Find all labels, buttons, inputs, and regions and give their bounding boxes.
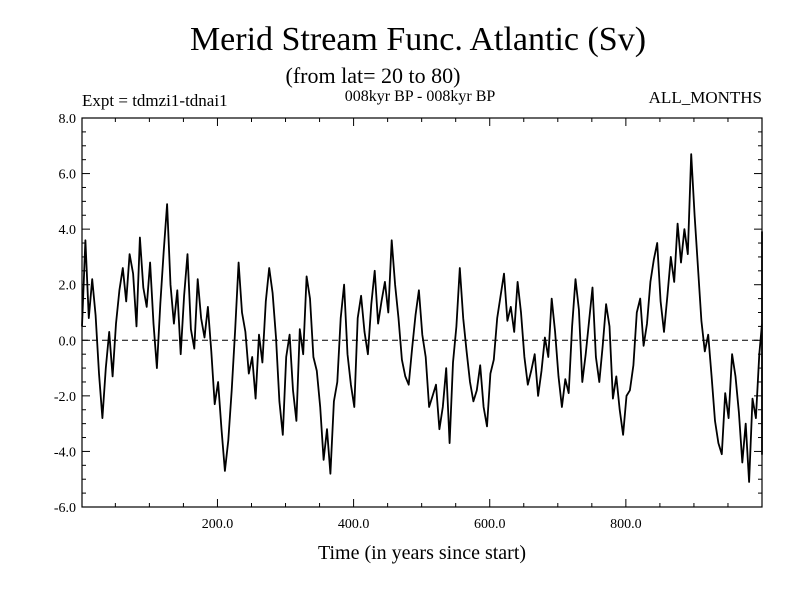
- x-tick-label: 200.0: [202, 517, 234, 532]
- x-tick-label: 800.0: [610, 517, 642, 532]
- x-tick-label: 600.0: [474, 517, 506, 532]
- y-tick-label: 6.0: [59, 168, 77, 183]
- plot-area: -6.0 -4.0 -2.0 0.0 2.0 4.0 6.0 8.0 200.0 400.0 600…: [54, 112, 763, 532]
- x-tick-label: 400.0: [338, 517, 370, 532]
- y-tick-label: 8.0: [59, 112, 77, 127]
- y-tick-label: 4.0: [59, 223, 77, 238]
- y-tick-label: 0.0: [59, 334, 77, 349]
- y-tick-label: -6.0: [54, 501, 76, 516]
- y-tick-label: -2.0: [54, 390, 76, 405]
- months-label: ALL_MONTHS: [649, 88, 762, 107]
- series-line-1: [81, 153, 763, 483]
- chart-title: Merid Stream Func. Atlantic (Sv): [190, 21, 646, 58]
- y-tick-label: -4.0: [54, 445, 76, 460]
- chart-subtitle: (from lat= 20 to 80): [286, 63, 461, 88]
- period-label: 008kyr BP - 008kyr BP: [345, 88, 496, 105]
- y-tick-label: 2.0: [59, 279, 77, 294]
- x-axis-label: Time (in years since start): [318, 542, 526, 564]
- experiment-label: Expt = tdmzi1-tdnai1: [82, 91, 228, 110]
